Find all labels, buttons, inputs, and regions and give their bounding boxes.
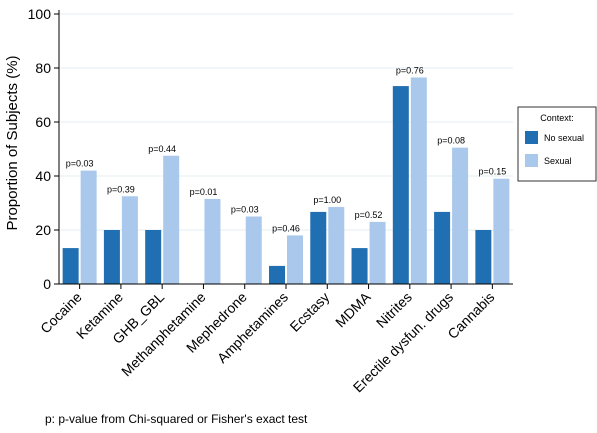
bar-no-sexual xyxy=(62,248,79,284)
bar-sexual xyxy=(80,170,97,284)
bar-no-sexual xyxy=(392,86,409,284)
x-tick-label: Amphetamines xyxy=(214,289,291,366)
p-value-label: p=0.03 xyxy=(66,159,94,169)
y-tick-label: 40 xyxy=(35,168,51,184)
y-tick-label: 0 xyxy=(43,276,51,292)
p-value-label: p=0.39 xyxy=(107,184,135,194)
bar-sexual xyxy=(121,196,138,284)
y-tick-label: 80 xyxy=(35,60,51,76)
bars-group xyxy=(62,77,510,284)
p-value-label: p=0.01 xyxy=(190,187,218,197)
p-value-label: p=0.46 xyxy=(272,223,300,233)
legend-swatch-no-sexual xyxy=(525,131,538,144)
y-tick-label: 20 xyxy=(35,222,51,238)
bar-sexual xyxy=(287,235,303,284)
footnote: p: p-value from Chi-squared or Fisher's … xyxy=(45,412,308,426)
p-value-label: p=0.52 xyxy=(355,210,383,220)
legend-title: Context: xyxy=(540,113,574,123)
bar-no-sexual xyxy=(269,265,285,284)
y-tick-labels: 0 20 40 60 80 100 xyxy=(28,6,59,292)
bar-no-sexual xyxy=(434,211,451,284)
p-value-label: p=0.44 xyxy=(148,144,176,154)
p-value-labels: p=0.03 p=0.39 p=0.44 p=0.01 p=0.03 p=0.46 p=1.… xyxy=(66,65,507,233)
bar-sexual xyxy=(245,216,262,284)
bar-no-sexual xyxy=(351,248,368,284)
bar-sexual xyxy=(452,147,469,284)
legend-swatch-sexual xyxy=(525,154,538,167)
bar-sexual xyxy=(163,155,180,284)
legend-label-sexual: Sexual xyxy=(544,156,572,166)
p-value-label: p=0.08 xyxy=(437,136,465,146)
bar-no-sexual xyxy=(310,211,327,284)
p-value-label: p=1.00 xyxy=(313,195,341,205)
x-tick-labels: CocaineKetamineGHB_GBLMethanphetamineMep… xyxy=(37,284,497,395)
bar-sexual xyxy=(493,178,510,284)
y-axis-label: Proportion of Subjects (%) xyxy=(4,55,21,230)
p-value-label: p=0.76 xyxy=(396,65,424,75)
y-tick-label: 100 xyxy=(28,6,52,22)
x-tick-label: Ecstasy xyxy=(286,289,332,335)
bar-sexual xyxy=(369,221,386,284)
bar-sexual xyxy=(410,77,427,284)
legend: Context: No sexual Sexual xyxy=(517,106,597,182)
x-tick-label: MDMA xyxy=(332,288,374,330)
bar-sexual xyxy=(328,207,345,284)
bar-no-sexual xyxy=(475,230,492,284)
p-value-label: p=0.03 xyxy=(231,205,259,215)
legend-label-no-sexual: No sexual xyxy=(544,133,584,143)
y-tick-label: 60 xyxy=(35,114,51,130)
bar-no-sexual xyxy=(145,230,162,284)
p-value-label: p=0.15 xyxy=(478,167,506,177)
bar-sexual xyxy=(204,198,221,284)
bar-no-sexual xyxy=(103,230,120,284)
